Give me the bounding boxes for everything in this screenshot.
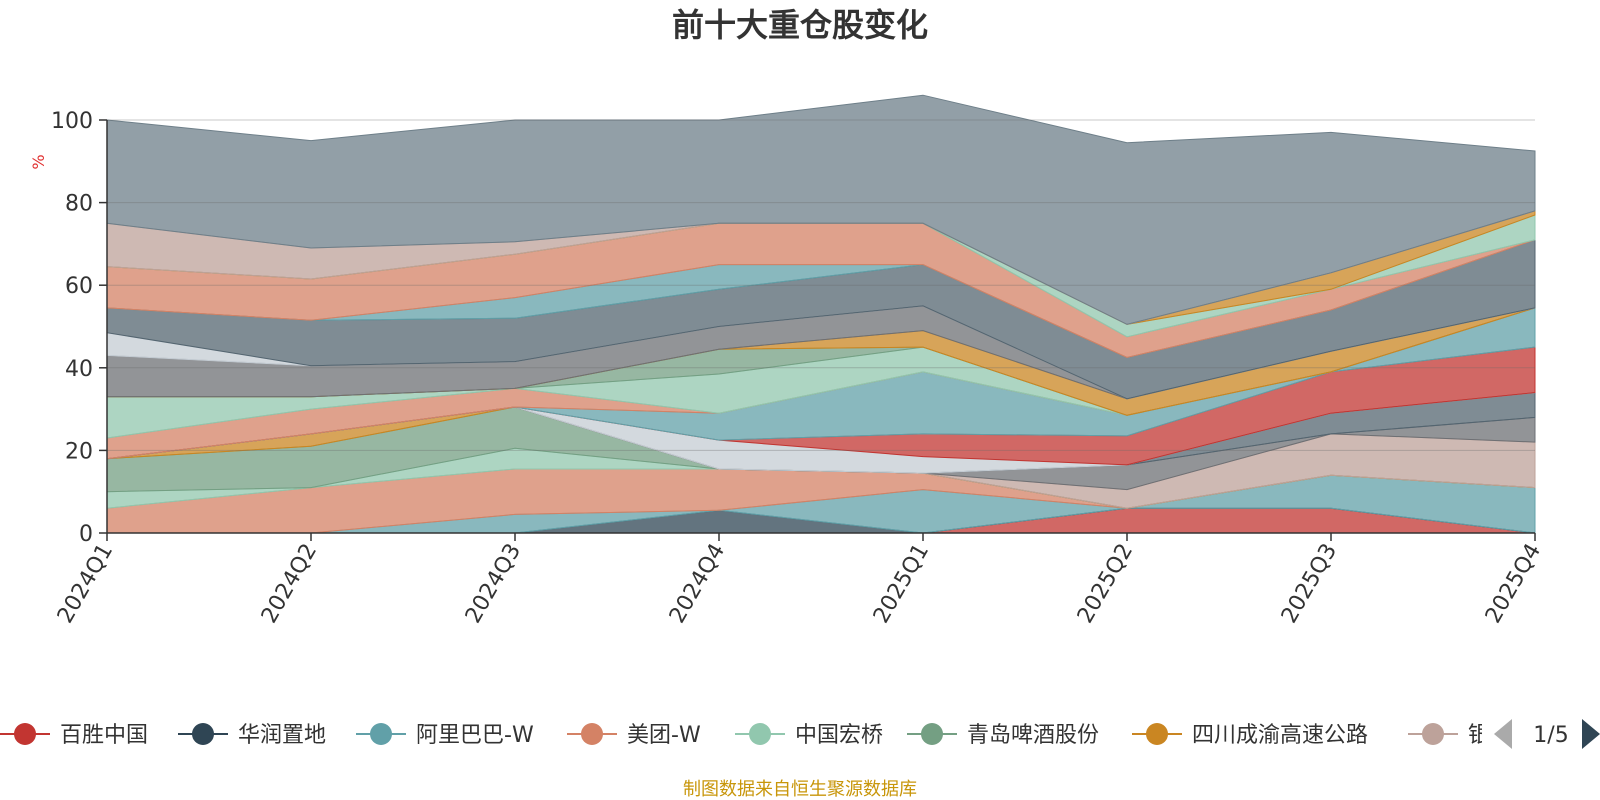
legend-item[interactable]: 四川成渝高速公路 [1132, 723, 1368, 748]
chart-title: 前十大重仓股变化 [672, 6, 928, 44]
legend-pager: 1/5 [1494, 719, 1600, 749]
x-tick-label: 2024Q2 [257, 540, 322, 628]
legend-item[interactable]: 阿里巴巴-W [356, 723, 534, 748]
x-axis-ticks: 2024Q1 2024Q2 2024Q3 2024Q4 2025Q1 2025Q2 2025… [53, 533, 1546, 628]
legend-marker [1422, 723, 1444, 745]
legend-item[interactable]: 美团-W [567, 723, 701, 748]
legend-label: 银 [1468, 723, 1490, 748]
legend-item[interactable]: 青岛啤酒股份 [907, 723, 1099, 748]
legend-marker [581, 723, 603, 745]
grid-lines [107, 119, 1535, 451]
x-tick-label: 2025Q3 [1277, 540, 1342, 628]
legend-marker [370, 723, 392, 745]
legend-page-indicator: 1/5 [1533, 723, 1568, 748]
y-axis-ticks: 0 20 40 60 80 100 [51, 109, 107, 547]
x-tick-label: 2025Q1 [869, 540, 934, 628]
y-tick-label: 100 [51, 109, 93, 134]
triangle-right-icon[interactable] [1582, 719, 1600, 749]
legend-label: 中国宏桥 [795, 723, 883, 748]
legend-item[interactable]: 百胜中国 [0, 723, 148, 748]
series-areas [106, 94, 1536, 534]
legend-marker [921, 723, 943, 745]
x-tick-label: 2025Q4 [1481, 540, 1546, 628]
y-tick-label: 80 [65, 192, 93, 217]
legend-marker [749, 723, 771, 745]
y-tick-label: 40 [65, 357, 93, 382]
legend-item[interactable]: 中国宏桥 [735, 723, 883, 748]
legend-label: 四川成渝高速公路 [1192, 723, 1368, 748]
axes [106, 120, 1535, 534]
legend-marker [1146, 723, 1168, 745]
legend-label: 美团-W [627, 723, 701, 748]
x-tick-label: 2024Q3 [461, 540, 526, 628]
legend-item[interactable]: 华润置地 [178, 723, 326, 748]
data-source-footer: 制图数据来自恒生聚源数据库 [683, 779, 917, 800]
y-axis-label: % [29, 154, 48, 169]
x-tick-label: 2024Q4 [665, 540, 730, 628]
legend-label: 阿里巴巴-W [416, 723, 534, 748]
x-tick-label: 2024Q1 [53, 540, 118, 628]
x-tick-label: 2025Q2 [1073, 540, 1138, 628]
legend-item[interactable]: 银 [1408, 723, 1490, 748]
legend: 百胜中国 华润置地 阿里巴巴-W 美团-W 中国宏桥 青岛啤酒股份 四川成渝高速公路 银 [0, 723, 1490, 748]
legend-label: 青岛啤酒股份 [967, 723, 1099, 748]
legend-label: 百胜中国 [60, 723, 148, 748]
y-tick-label: 60 [65, 274, 93, 299]
y-tick-label: 0 [79, 522, 93, 547]
legend-label: 华润置地 [238, 723, 326, 748]
area-26 [106, 94, 1536, 325]
legend-marker [192, 723, 214, 745]
legend-marker [14, 723, 36, 745]
triangle-left-icon[interactable] [1494, 719, 1512, 749]
y-tick-label: 20 [65, 439, 93, 464]
